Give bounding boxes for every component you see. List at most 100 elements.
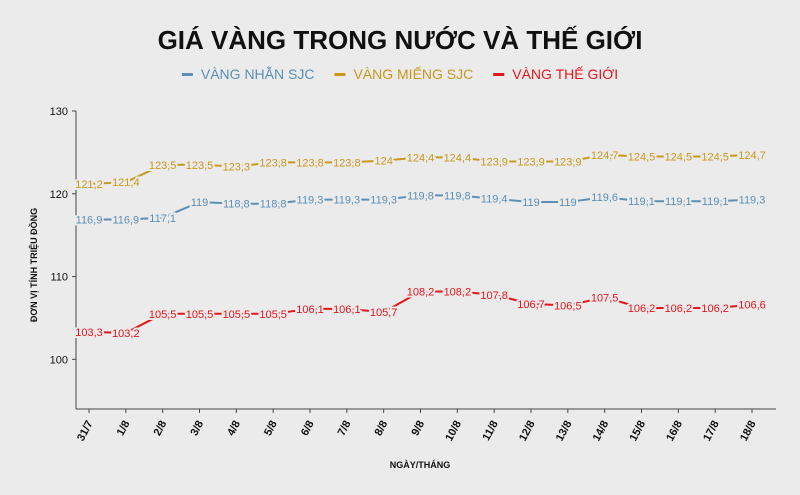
x-tick-label: 4/8 <box>225 419 243 438</box>
data-label: 107,8 <box>480 290 508 302</box>
data-label: 124,5 <box>628 152 656 164</box>
data-label: 124,5 <box>701 152 729 164</box>
x-tick-label: 6/8 <box>299 419 317 438</box>
x-tick-label: 31/7 <box>75 419 96 444</box>
legend-swatch <box>493 73 505 76</box>
data-label: 124,4 <box>444 152 472 164</box>
x-tick-label: 17/8 <box>701 419 722 444</box>
data-label: 123,9 <box>517 156 545 168</box>
legend: VÀNG NHẪN SJC VÀNG MIẾNG SJC VÀNG THẾ GIỚI <box>181 66 618 82</box>
y-axis: 100 110 120 130 <box>50 106 77 409</box>
x-tick-label: 8/8 <box>373 419 391 438</box>
data-label: 103,3 <box>75 327 103 339</box>
y-tick-label: 100 <box>50 354 68 366</box>
data-label: 121,4 <box>112 177 140 189</box>
x-tick-label: 9/8 <box>409 419 427 438</box>
data-label: 121,2 <box>75 179 103 191</box>
data-label: 119,8 <box>407 190 434 202</box>
data-label: 119 <box>191 197 209 209</box>
data-label: 105,5 <box>223 309 251 321</box>
data-label: 119,1 <box>665 196 692 208</box>
x-tick-label: 13/8 <box>554 419 575 444</box>
data-label: 124,5 <box>665 152 693 164</box>
data-label: 124 <box>374 156 392 168</box>
data-label: 105,7 <box>370 307 398 319</box>
series-line <box>88 153 753 185</box>
chart-title: GIÁ VÀNG TRONG NƯỚC VÀ THẾ GIỚI <box>158 25 643 55</box>
data-label: 123,8 <box>259 157 287 169</box>
data-label: 106,6 <box>738 300 766 312</box>
series-line <box>89 194 753 221</box>
data-label: 118,8 <box>260 199 287 211</box>
x-tick-label: 1/8 <box>115 419 133 438</box>
x-axis: 31/7 1/8 2/8 3/8 4/8 5/8 6/8 7/8 8/8 9/8 10/8 11/8 1… <box>75 408 776 444</box>
data-label: 106,1 <box>296 304 324 316</box>
data-label: 117,1 <box>149 213 176 225</box>
data-label: 119,6 <box>591 192 618 204</box>
data-label: 124,7 <box>591 150 619 162</box>
legend-item: VÀNG THẾ GIỚI <box>493 66 618 82</box>
x-tick-label: 11/8 <box>480 419 500 443</box>
data-label: 108,2 <box>444 286 472 298</box>
data-label: 105,5 <box>259 309 287 321</box>
x-tick-label: 5/8 <box>262 419 280 438</box>
data-label: 123,5 <box>149 160 177 172</box>
data-label: 108,2 <box>407 286 435 298</box>
data-label: 119,1 <box>702 196 729 208</box>
x-tick-label: 12/8 <box>517 419 538 444</box>
data-label: 106,7 <box>517 299 545 311</box>
data-label: 123,8 <box>333 157 361 169</box>
data-label: 123,3 <box>223 161 251 173</box>
legend-item: VÀNG NHẪN SJC <box>181 66 315 82</box>
data-label: 119,3 <box>739 195 766 207</box>
y-tick-label: 110 <box>50 272 68 284</box>
legend-label: VÀNG NHẪN SJC <box>201 66 315 82</box>
x-tick-label: 14/8 <box>591 419 612 444</box>
data-label: 119,1 <box>628 196 655 208</box>
data-label: 107,5 <box>591 292 619 304</box>
data-label: 119 <box>522 197 540 209</box>
data-label: 119 <box>559 197 577 209</box>
data-label: 105,5 <box>149 309 177 321</box>
x-tick-label: 16/8 <box>664 419 685 444</box>
x-tick-label: 10/8 <box>443 419 464 444</box>
data-label: 119,3 <box>333 195 360 207</box>
data-label: 123,8 <box>296 157 324 169</box>
x-tick-label: 2/8 <box>152 419 170 438</box>
y-tick-label: 130 <box>50 106 68 118</box>
data-label: 116,9 <box>76 214 103 226</box>
data-label: 106,5 <box>554 301 582 313</box>
data-label: 118,8 <box>223 199 250 211</box>
x-tick-label: 7/8 <box>336 419 354 438</box>
data-label: 103,2 <box>112 328 140 340</box>
data-label: 124,4 <box>407 152 435 164</box>
data-label: 119,4 <box>481 194 508 206</box>
legend-swatch <box>334 73 346 76</box>
x-tick-label: 18/8 <box>738 419 759 444</box>
data-label: 123,9 <box>554 156 582 168</box>
data-label: 124,7 <box>738 150 766 162</box>
legend-label: VÀNG MIẾNG SJC <box>353 66 473 82</box>
x-tick-label: 3/8 <box>188 419 206 438</box>
series-1: 116,9 116,9 117,1 119 118,8 118,8 119,3 119,3 11… <box>74 188 768 228</box>
data-label: 123,9 <box>480 156 508 168</box>
series-3: 103,3 103,2 105,5 105,5 105,5 105,5 106,1 106,1… <box>73 284 768 341</box>
data-label: 106,1 <box>333 304 361 316</box>
legend-item: VÀNG MIẾNG SJC <box>334 66 473 82</box>
x-tick-label: 15/8 <box>627 419 648 444</box>
data-label: 116,9 <box>112 214 139 226</box>
series-2: 121,2 121,4 123,5 123,5 123,3 123,8 123,8 123,8… <box>73 148 768 193</box>
x-axis-label: NGÀY/THÁNG <box>390 460 451 470</box>
data-label: 106,2 <box>665 303 693 315</box>
legend-label: VÀNG THẾ GIỚI <box>512 66 618 82</box>
data-label: 119,3 <box>297 195 324 207</box>
series-group: 116,9 116,9 117,1 119 118,8 118,8 119,3 119,3 11… <box>73 148 768 342</box>
data-label: 119,3 <box>370 195 397 207</box>
data-label: 119,8 <box>444 190 471 202</box>
legend-swatch <box>181 73 193 76</box>
data-label: 105,5 <box>186 309 214 321</box>
y-tick-label: 120 <box>50 189 68 201</box>
data-label: 106,2 <box>628 303 656 315</box>
y-axis-label: ĐƠN VỊ TÍNH TRIỆU ĐỒNG <box>28 208 39 322</box>
